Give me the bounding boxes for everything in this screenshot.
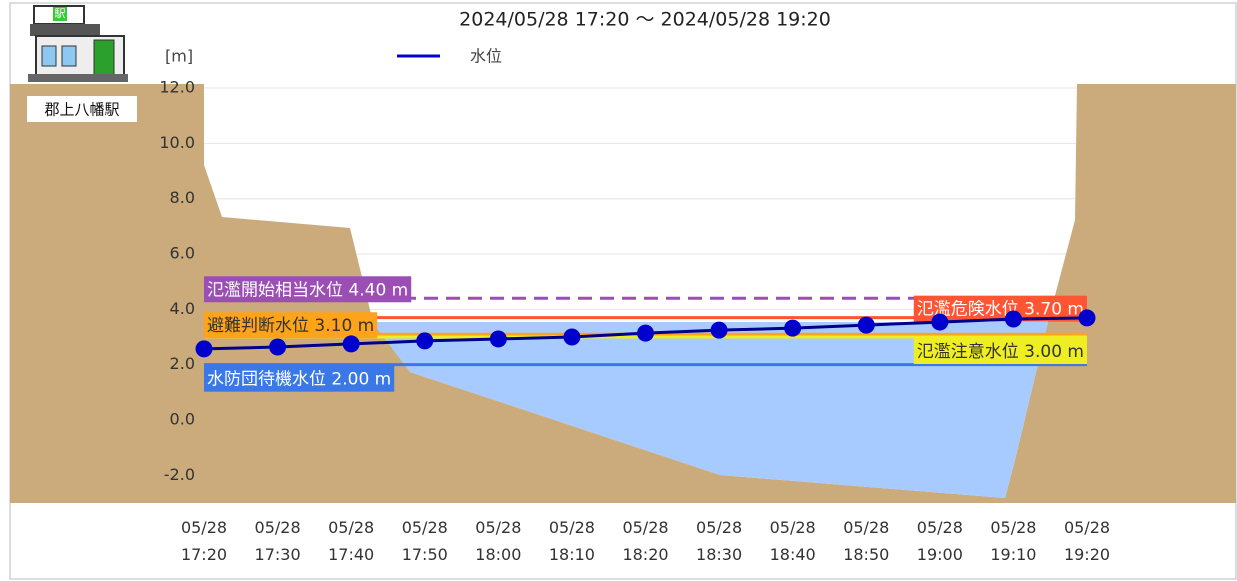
threshold-label: 氾濫開始相当水位 4.40 m [207, 280, 408, 300]
threshold-label: 避難判断水位 3.10 m [207, 316, 374, 336]
x-tick-label: 05/28 17:50 [394, 514, 456, 568]
y-tick-label: 4.0 [170, 299, 195, 318]
threshold-label: 氾濫注意水位 3.00 m [917, 342, 1084, 362]
y-tick-label: 10.0 [159, 133, 195, 152]
station-sign: 駅 [55, 7, 66, 20]
x-tick-label: 05/28 18:30 [688, 514, 750, 568]
x-tick-label: 05/28 18:40 [762, 514, 824, 568]
data-point [858, 317, 875, 334]
data-point [637, 325, 654, 342]
data-point [711, 322, 728, 339]
data-point [416, 332, 433, 349]
x-tick-label: 05/28 18:00 [467, 514, 529, 568]
x-tick-label: 05/28 19:00 [909, 514, 971, 568]
x-tick-label: 05/28 17:40 [320, 514, 382, 568]
y-tick-label: 2.0 [170, 354, 195, 373]
data-point [343, 335, 360, 352]
data-point [1005, 311, 1022, 328]
x-tick-label: 05/28 19:10 [982, 514, 1044, 568]
x-tick-label: 05/28 18:50 [835, 514, 897, 568]
data-point [563, 329, 580, 346]
data-point [931, 314, 948, 331]
legend-label: 水位 [470, 47, 502, 66]
threshold-label: 水防団待機水位 2.00 m [207, 370, 391, 390]
data-point [490, 330, 507, 347]
chart: 駅 郡上八幡駅 2024/05/28 17:20 ～ 2024/05/28 19… [0, 0, 1237, 581]
x-tick-label: 05/28 17:30 [247, 514, 309, 568]
chart-title: 2024/05/28 17:20 ～ 2024/05/28 19:20 [459, 9, 831, 31]
data-point [269, 338, 286, 355]
x-tick-label: 05/28 18:10 [541, 514, 603, 568]
data-point [196, 340, 213, 357]
station-name: 郡上八幡駅 [44, 101, 119, 119]
y-tick-label: 6.0 [170, 244, 195, 263]
x-tick-label: 05/28 19:20 [1056, 514, 1118, 568]
y-tick-label: 12.0 [159, 78, 195, 97]
page: 駅 郡上八幡駅 2024/05/28 17:20 ～ 2024/05/28 19… [0, 0, 1237, 581]
data-point [784, 320, 801, 337]
data-point [1079, 309, 1096, 326]
y-unit: [m] [165, 47, 193, 66]
y-tick-label: 0.0 [170, 410, 195, 429]
x-tick-label: 05/28 17:20 [173, 514, 235, 568]
x-tick-label: 05/28 18:20 [615, 514, 677, 568]
y-tick-label: -2.0 [164, 465, 195, 484]
y-tick-label: 8.0 [170, 188, 195, 207]
